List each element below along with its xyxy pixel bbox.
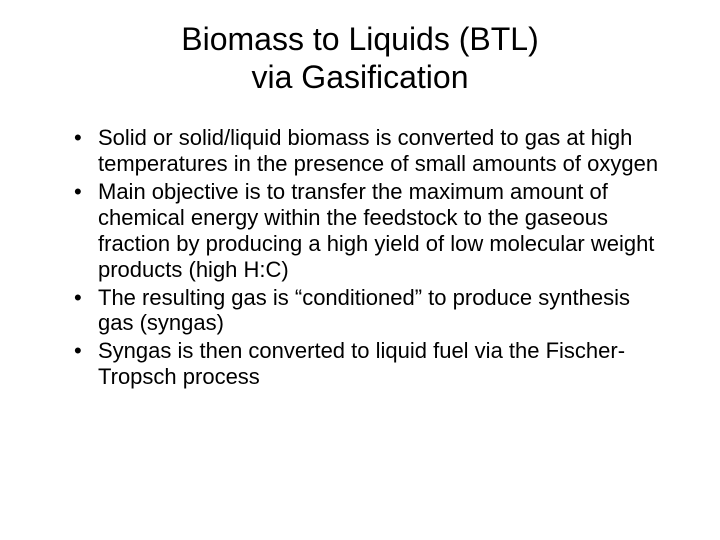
bullet-item: Syngas is then converted to liquid fuel … (70, 338, 660, 390)
bullet-text: Main objective is to transfer the maximu… (98, 179, 654, 282)
title-line-1: Biomass to Liquids (BTL) (181, 21, 538, 57)
bullet-item: The resulting gas is “conditioned” to pr… (70, 285, 660, 337)
slide-title: Biomass to Liquids (BTL) via Gasificatio… (60, 20, 660, 97)
bullet-item: Solid or solid/liquid biomass is convert… (70, 125, 660, 177)
bullet-text: The resulting gas is “conditioned” to pr… (98, 285, 630, 336)
bullet-text: Syngas is then converted to liquid fuel … (98, 338, 625, 389)
bullet-text: Solid or solid/liquid biomass is convert… (98, 125, 658, 176)
bullet-item: Main objective is to transfer the maximu… (70, 179, 660, 283)
bullet-list: Solid or solid/liquid biomass is convert… (60, 125, 660, 391)
title-line-2: via Gasification (252, 59, 469, 95)
